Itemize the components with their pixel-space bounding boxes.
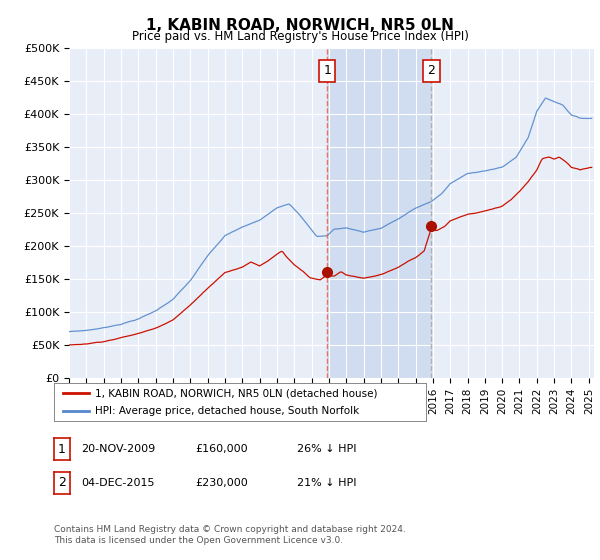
Text: Contains HM Land Registry data © Crown copyright and database right 2024.
This d: Contains HM Land Registry data © Crown c… [54,525,406,545]
Text: £160,000: £160,000 [195,444,248,454]
Text: £230,000: £230,000 [195,478,248,488]
Text: 2: 2 [58,476,66,489]
Text: 21% ↓ HPI: 21% ↓ HPI [297,478,356,488]
Text: HPI: Average price, detached house, South Norfolk: HPI: Average price, detached house, Sout… [95,406,359,416]
Text: 1, KABIN ROAD, NORWICH, NR5 0LN: 1, KABIN ROAD, NORWICH, NR5 0LN [146,18,454,33]
Text: 2: 2 [428,64,436,77]
Text: 1: 1 [58,442,66,456]
Text: 1: 1 [323,64,331,77]
Text: Price paid vs. HM Land Registry's House Price Index (HPI): Price paid vs. HM Land Registry's House … [131,30,469,43]
Text: 04-DEC-2015: 04-DEC-2015 [81,478,155,488]
Text: 1, KABIN ROAD, NORWICH, NR5 0LN (detached house): 1, KABIN ROAD, NORWICH, NR5 0LN (detache… [95,388,377,398]
Text: 26% ↓ HPI: 26% ↓ HPI [297,444,356,454]
Text: 20-NOV-2009: 20-NOV-2009 [81,444,155,454]
Bar [327,48,431,378]
